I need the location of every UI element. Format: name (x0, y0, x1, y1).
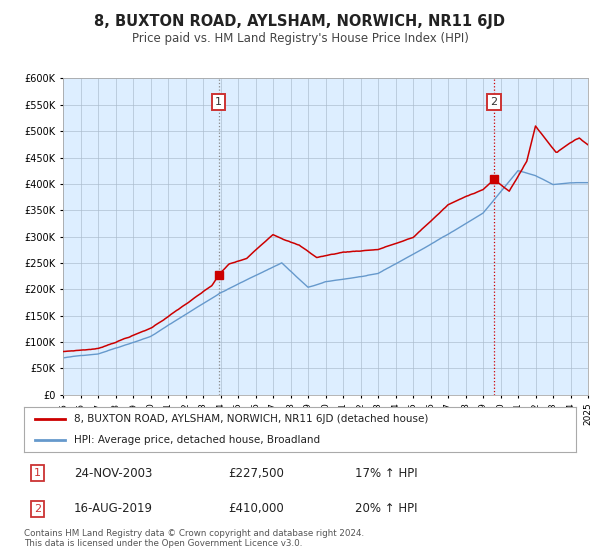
Text: £410,000: £410,000 (228, 502, 284, 515)
Text: 16-AUG-2019: 16-AUG-2019 (74, 502, 152, 515)
Text: 8, BUXTON ROAD, AYLSHAM, NORWICH, NR11 6JD: 8, BUXTON ROAD, AYLSHAM, NORWICH, NR11 6… (95, 14, 505, 29)
Text: Price paid vs. HM Land Registry's House Price Index (HPI): Price paid vs. HM Land Registry's House … (131, 32, 469, 45)
Text: 1: 1 (34, 468, 41, 478)
Text: £227,500: £227,500 (228, 467, 284, 480)
Text: 2: 2 (34, 504, 41, 514)
Text: 1: 1 (215, 97, 222, 107)
Text: 17% ↑ HPI: 17% ↑ HPI (355, 467, 418, 480)
Text: 20% ↑ HPI: 20% ↑ HPI (355, 502, 418, 515)
Text: HPI: Average price, detached house, Broadland: HPI: Average price, detached house, Broa… (74, 435, 320, 445)
Text: 24-NOV-2003: 24-NOV-2003 (74, 467, 152, 480)
Text: 8, BUXTON ROAD, AYLSHAM, NORWICH, NR11 6JD (detached house): 8, BUXTON ROAD, AYLSHAM, NORWICH, NR11 6… (74, 414, 428, 424)
Text: 2: 2 (490, 97, 497, 107)
Text: Contains HM Land Registry data © Crown copyright and database right 2024.
This d: Contains HM Land Registry data © Crown c… (24, 529, 364, 548)
